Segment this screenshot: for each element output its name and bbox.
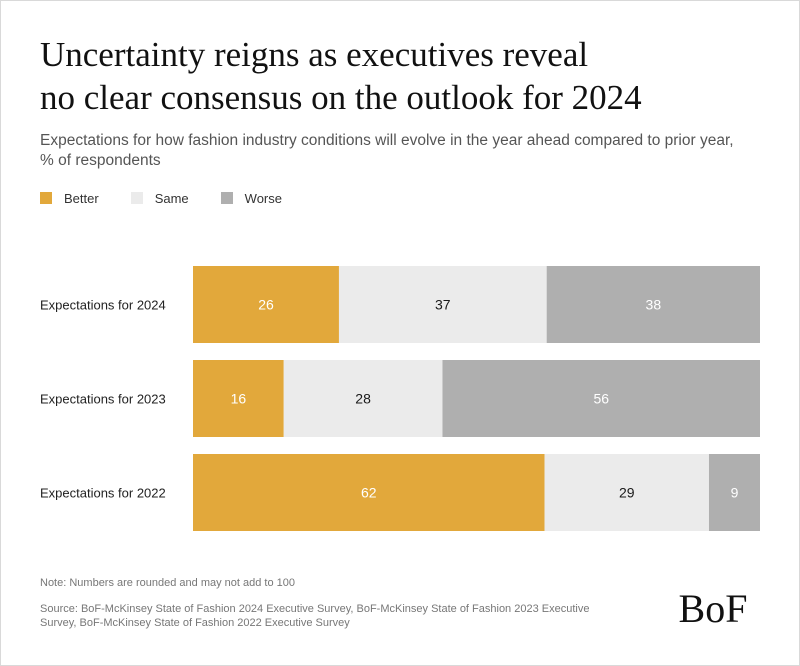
category-label: Expectations for 2023 [40, 392, 166, 407]
bar-segment-better [193, 360, 284, 437]
data-label: 56 [593, 391, 609, 407]
data-label: 37 [435, 297, 451, 313]
data-label: 28 [355, 391, 371, 407]
chart-title: Uncertainty reigns as executives reveal … [40, 33, 770, 119]
chart-legend: Better Same Worse [40, 189, 314, 207]
bar-segment-better [193, 454, 545, 531]
data-label: 9 [731, 485, 739, 501]
chart-title-line: no clear consensus on the outlook for 20… [40, 78, 642, 117]
stacked-bar-chart: Expectations for 2024 26 37 38 Expectations … [40, 266, 760, 531]
data-label: 62 [361, 485, 377, 501]
chart-subtitle: Expectations for how fashion industry co… [40, 131, 770, 171]
bof-logo-text: BoF [679, 586, 748, 631]
legend-label: Worse [244, 190, 282, 206]
bar-segment-same [338, 266, 547, 343]
bar-segment-same [283, 360, 443, 437]
chart-note: Note: Numbers are rounded and may not ad… [40, 577, 295, 589]
data-label: 26 [258, 297, 274, 313]
bar-segment-worse [442, 360, 760, 437]
legend-item-worse: Worse [220, 190, 282, 206]
legend-item-better: Better [40, 191, 99, 206]
data-label: 29 [619, 485, 635, 501]
legend-label: Same [154, 190, 189, 206]
bar-segment-worse [708, 454, 760, 531]
legend-swatch [130, 192, 143, 204]
bar-segment-same [544, 454, 709, 531]
legend-swatch [40, 192, 52, 204]
legend-item-same: Same [130, 190, 189, 206]
legend-swatch [220, 192, 233, 204]
bar-segment-worse [546, 266, 760, 343]
bar-segment-better [193, 266, 339, 343]
legend-label: Better [64, 190, 99, 206]
chart-source: Source: BoF-McKinsey State of Fashion 20… [40, 603, 590, 629]
category-label: Expectations for 2024 [40, 298, 166, 313]
chart-title-line: Uncertainty reigns as executives reveal [40, 35, 589, 74]
category-label: Expectations for 2022 [40, 486, 166, 501]
chart-subtitle-line: Expectations for how fashion industry co… [40, 132, 734, 149]
data-label: 16 [231, 391, 247, 407]
data-label: 38 [646, 297, 662, 313]
bof-logo: BoF [679, 586, 748, 631]
chart-subtitle-line: % of respondents [40, 152, 161, 169]
